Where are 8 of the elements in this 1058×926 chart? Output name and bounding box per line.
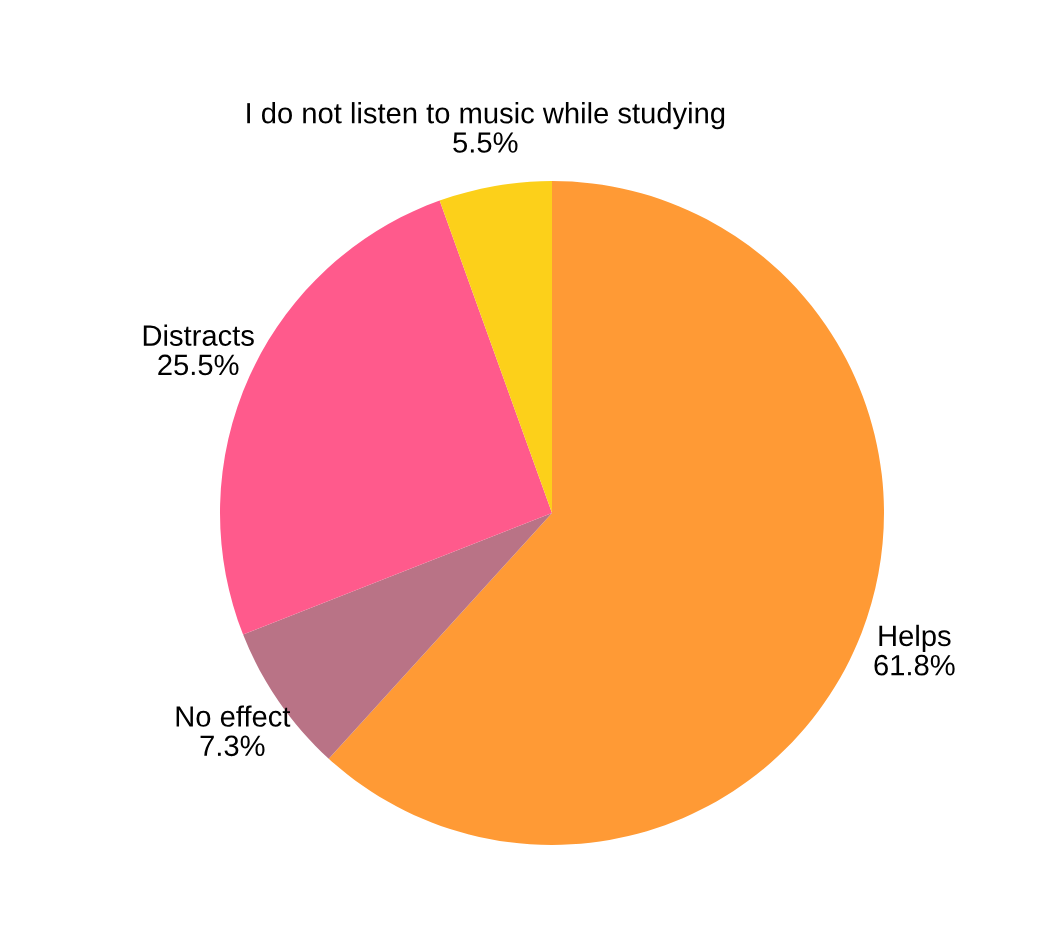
data-label: 5.5%	[453, 132, 518, 153]
slice-label: No effect	[176, 705, 291, 727]
data-label: 25.5%	[158, 354, 239, 376]
slice-label: Helps	[879, 624, 951, 652]
slice-label: I do not listen to music while studying	[247, 102, 725, 130]
slice-label: Distracts	[143, 324, 254, 346]
data-label: 61.8%	[874, 654, 955, 676]
data-label: 7.3%	[200, 735, 265, 757]
